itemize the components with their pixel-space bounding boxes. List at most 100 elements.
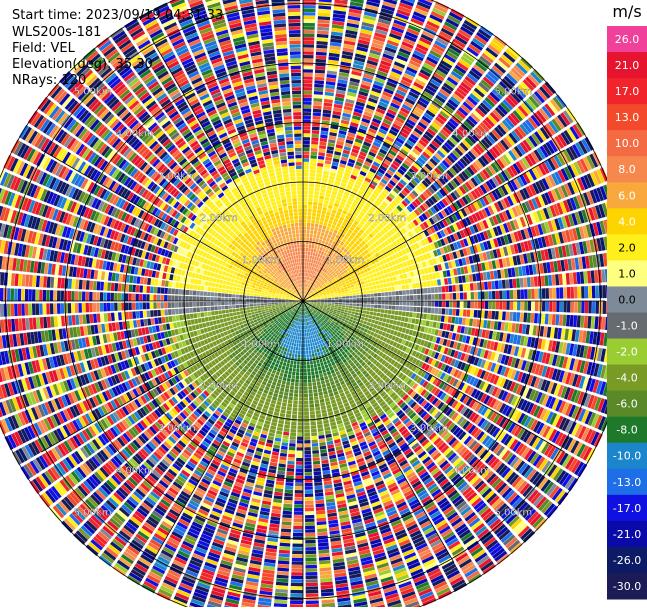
velocity-gate (401, 280, 405, 285)
velocity-gate (366, 290, 370, 293)
velocity-gate (307, 270, 309, 273)
velocity-gate (581, 286, 585, 298)
velocity-gate (347, 313, 351, 316)
velocity-gate (395, 291, 399, 295)
velocity-gate (436, 272, 440, 278)
velocity-gate (303, 137, 310, 140)
velocity-gate (348, 291, 352, 294)
velocity-gate (353, 318, 357, 321)
velocity-gate (490, 321, 494, 330)
velocity-gate (430, 280, 434, 286)
velocity-gate (324, 376, 328, 380)
velocity-gate (338, 295, 341, 297)
velocity-gate (505, 279, 509, 288)
velocity-gate (320, 192, 325, 196)
velocity-gate (398, 311, 402, 316)
velocity-gate (315, 70, 325, 74)
velocity-gate (362, 274, 366, 278)
velocity-gate (317, 166, 323, 170)
velocity-gate (356, 292, 360, 295)
velocity-gate (341, 309, 345, 311)
velocity-gate (326, 368, 330, 372)
velocity-gate (431, 287, 435, 293)
velocity-gate (312, 256, 315, 260)
velocity-gate (460, 293, 463, 300)
velocity-gate (303, 130, 310, 133)
velocity-gate (352, 320, 356, 323)
velocity-gate (316, 250, 319, 254)
velocity-gate (324, 200, 329, 204)
velocity-gate (316, 170, 322, 174)
velocity-gate (349, 296, 352, 298)
velocity-gate (331, 305, 334, 307)
velocity-gate (406, 301, 409, 306)
velocity-gate (438, 286, 442, 292)
velocity-gate (314, 195, 319, 199)
velocity-gate (355, 309, 359, 312)
velocity-gate (594, 316, 598, 329)
velocity-gate (469, 274, 473, 282)
velocity-gate (383, 283, 387, 287)
velocity-gate (391, 310, 395, 314)
velocity-gate (319, 224, 323, 228)
velocity-gate (431, 308, 435, 314)
velocity-gate (324, 303, 327, 304)
velocity-gate (378, 276, 382, 280)
velocity-gate (378, 301, 381, 304)
velocity-gate (304, 273, 305, 276)
velocity-gate (365, 272, 369, 276)
velocity-gate (462, 275, 466, 282)
velocity-gate (399, 301, 402, 305)
velocity-gate (578, 301, 582, 313)
velocity-gate (335, 304, 338, 306)
velocity-gate (319, 199, 324, 203)
velocity-gate (303, 126, 310, 129)
velocity-gate (393, 320, 397, 325)
velocity-gate (503, 301, 506, 310)
velocity-gate (370, 323, 374, 327)
velocity-gate (495, 281, 499, 290)
velocity-gate (316, 48, 327, 52)
velocity-gate (391, 287, 395, 291)
velocity-gate (411, 318, 415, 323)
velocity-gate (407, 323, 411, 328)
velocity-gate (492, 291, 496, 299)
velocity-gate (499, 291, 503, 300)
velocity-gate (303, 44, 314, 48)
velocity-gate (332, 299, 335, 300)
velocity-gate (314, 87, 323, 91)
velocity-gate (303, 223, 306, 226)
velocity-gate (319, 348, 322, 352)
velocity-gate (312, 209, 316, 213)
velocity-gate (352, 278, 356, 281)
velocity-gate (363, 277, 367, 281)
velocity-gate (459, 284, 463, 291)
velocity-gate (386, 319, 390, 323)
velocity-gate (312, 123, 320, 127)
velocity-gate (399, 291, 403, 295)
velocity-gate (415, 319, 419, 324)
velocity-gate (316, 173, 322, 177)
velocity-gate (342, 297, 345, 299)
velocity-gate (318, 16, 330, 20)
velocity-gate (483, 320, 487, 328)
velocity-gate (327, 371, 331, 375)
velocity-gate (307, 219, 311, 223)
velocity-gate (452, 285, 456, 292)
velocity-gate (304, 283, 305, 286)
velocity-gate (448, 278, 452, 285)
velocity-gate (458, 317, 462, 324)
velocity-gate (351, 314, 355, 317)
velocity-gate (334, 306, 337, 308)
velocity-gate (405, 312, 409, 317)
velocity-gate (439, 323, 443, 330)
velocity-gate (360, 298, 363, 301)
velocity-gate (313, 98, 322, 102)
velocity-gate (321, 299, 324, 300)
velocity-gate (381, 305, 385, 309)
velocity-gate (314, 191, 319, 195)
velocity-gate (427, 314, 431, 320)
velocity-gate (363, 291, 367, 294)
velocity-gate (303, 87, 312, 90)
velocity-gate (328, 298, 331, 299)
